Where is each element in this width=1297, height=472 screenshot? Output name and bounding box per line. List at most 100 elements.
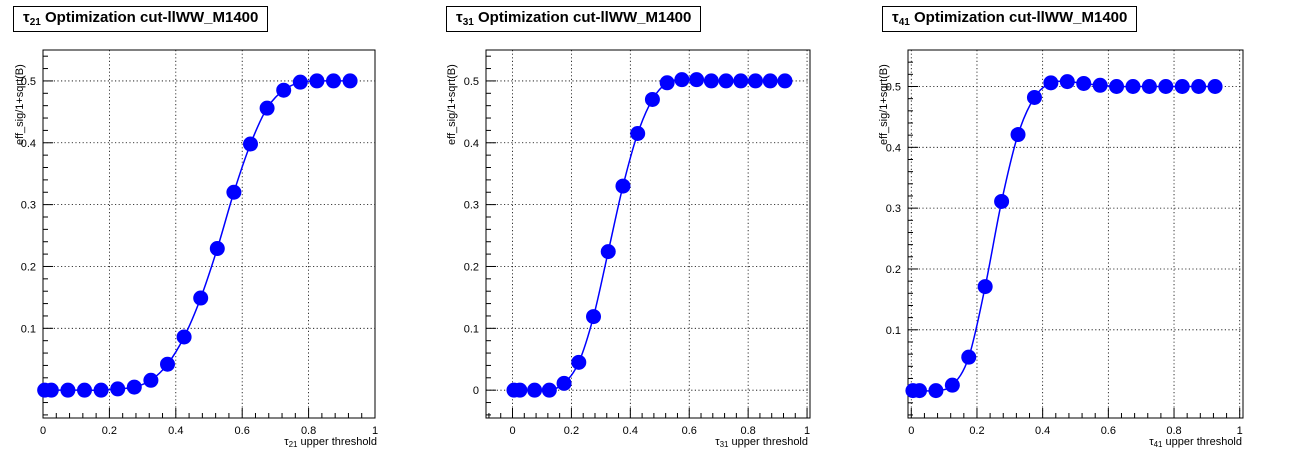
x-tick-label: 0.4 [623,425,638,437]
data-point [93,382,109,398]
y-tick-label: 0.1 [21,323,36,335]
data-point [193,290,209,306]
data-point [615,178,631,194]
y-tick-label: 0.4 [21,138,36,150]
data-point [326,73,341,89]
xlabel-subscript: 31 [719,440,729,449]
data-point [689,72,705,88]
data-point [928,383,944,399]
data-point [243,136,258,152]
data-point [226,184,242,200]
xlabel-symbol: τ [715,436,720,448]
data-point [60,382,76,398]
data-point [777,73,793,89]
x-tick-label: 1 [372,425,378,437]
x-tick-label: 1 [1237,425,1243,437]
title-text: Optimization cut-llWW_M1400 [40,9,259,26]
data-point [126,379,142,395]
data-point [674,72,690,88]
x-tick-label: 0.8 [740,425,755,437]
data-point [1092,77,1108,93]
y-tick-label: 0.1 [464,323,479,335]
x-tick-label: 0.2 [102,425,117,437]
y-tick-label: 0.2 [21,261,36,273]
chart-plot: 0 0.2 0.4 0.6 0.8 1 0.1 0.2 0.3 0.4 0.5 [886,49,1244,437]
plot-frame [907,49,1244,419]
xlabel-symbol: τ [1149,436,1154,448]
data-point [586,309,602,325]
data-point [176,329,192,345]
data-point [733,73,749,89]
x-axis-label: τ41 upper threshold [1149,436,1242,449]
x-tick-label: 0.6 [235,425,250,437]
data-point [944,377,960,393]
data-point [571,354,587,370]
chart-panel-3: τ41 Optimization cut-llWW_M1400 0 0.2 0.4 0… [864,0,1297,472]
data-point [110,381,126,397]
chart-title: τ41 Optimization cut-llWW_M1400 [882,6,1138,32]
chart-panel-1: τ21 Optimization cut-llWW_M1400 0 0.2 0.4 0… [0,0,432,472]
data-point [309,73,325,89]
data-point [600,244,616,260]
y-tick-label: 0.4 [464,138,479,150]
data-point [1191,78,1207,94]
x-tick-label: 0.8 [1166,425,1181,437]
title-subscript: 21 [29,17,41,28]
y-axis-label: eff_sig/1+sqrt(B) [446,64,458,145]
data-point [43,382,59,398]
data-point [160,356,175,372]
y-tick-label: 0.5 [21,76,36,88]
data-point [1158,78,1174,94]
data-point [718,73,734,89]
data-point [1026,89,1042,105]
data-point [512,382,528,398]
data-point [1207,78,1223,94]
x-tick-label: 0.4 [168,425,183,437]
x-tick-label: 1 [804,425,810,437]
data-point [292,74,308,90]
title-text: Optimization cut-llWW_M1400 [473,9,692,26]
y-tick-label: 0.5 [464,76,479,88]
series-line [912,80,1216,392]
title-subscript: 31 [462,17,474,28]
data-point [659,75,675,91]
chart-title: τ31 Optimization cut-llWW_M1400 [446,6,702,32]
x-tick-label: 0.4 [1035,425,1050,437]
title-text: Optimization cut-llWW_M1400 [909,9,1128,26]
data-point [209,241,225,257]
y-tick-label: 0.3 [21,200,36,212]
y-tick-label: 0.3 [886,203,901,215]
data-point [1010,127,1026,143]
y-tick-label: 0.5 [886,81,901,93]
x-tick-label: 0.6 [1101,425,1116,437]
xlabel-subscript: 21 [288,440,298,449]
data-point [143,372,159,388]
data-point [1076,75,1092,91]
x-tick-label: 0.8 [301,425,316,437]
chart-plot: 0 0.2 0.4 0.6 0.8 1 0 0.1 0.2 0.3 0.4 0.5 [464,49,811,437]
plot-frame [485,49,811,419]
title-subscript: 41 [898,17,910,28]
data-point [1109,78,1125,94]
chart-plot: 0 0.2 0.4 0.6 0.8 1 0.1 0.2 0.3 0.4 0.5 [21,49,378,437]
data-point [977,279,993,295]
x-tick-label: 0.2 [969,425,984,437]
x-axis-label: τ21 upper threshold [284,436,377,449]
data-point [703,73,719,89]
y-tick-label: 0.1 [886,325,901,337]
x-axis-label: τ31 upper threshold [715,436,808,449]
xlabel-text: upper threshold [728,436,808,448]
data-point [1059,74,1075,90]
x-tick-label: 0.6 [682,425,697,437]
x-tick-label: 0.2 [564,425,579,437]
data-point [644,91,660,107]
chart-panel-2: τ31 Optimization cut-llWW_M1400 0 0.2 0.4 0… [432,0,864,472]
y-tick-label: 0.2 [886,264,901,276]
data-point [541,382,557,398]
y-tick-label: 0.4 [886,142,901,154]
data-point [556,375,572,391]
xlabel-symbol: τ [284,436,289,448]
data-point [1125,78,1141,94]
y-tick-label: 0.2 [464,261,479,273]
y-axis-label: eff_sig/1+sqrt(B) [878,64,890,145]
